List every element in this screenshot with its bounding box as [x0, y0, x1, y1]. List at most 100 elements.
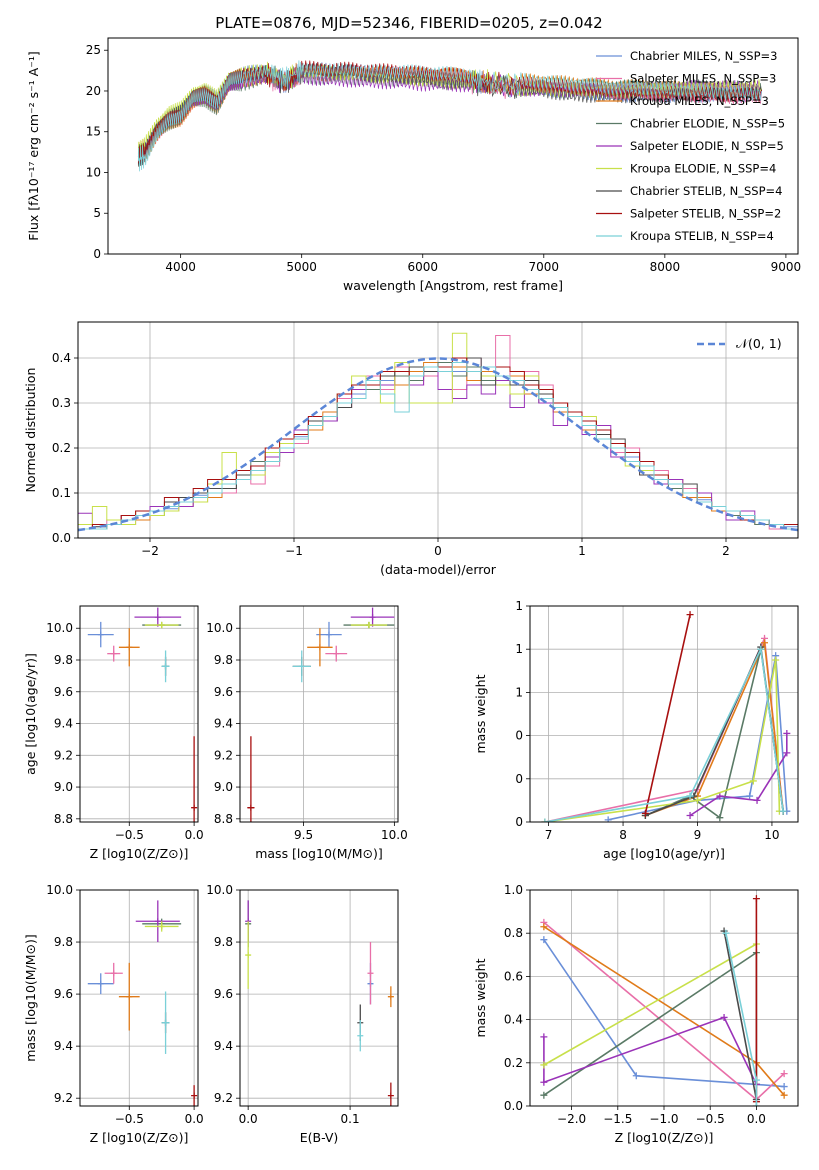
y-axis-label: mass weight — [473, 958, 488, 1037]
data-point — [162, 1019, 169, 1026]
y-tick-label: 0 — [515, 815, 523, 829]
weight-marker — [780, 1091, 788, 1099]
x-axis-label: Z [log10(Z/Z⊙)] — [90, 1130, 189, 1145]
y-axis-label: mass [log10(M/M⊙)] — [23, 934, 38, 1062]
weight-marker — [686, 611, 694, 619]
weight-marker — [540, 1091, 548, 1099]
weight-marker — [752, 1076, 760, 1084]
legend-label: Salpeter ELODIE, N_SSP=5 — [630, 139, 784, 153]
y-tick-label: 0.3 — [52, 396, 71, 410]
y-tick-label: 15 — [86, 125, 101, 139]
legend-label: Salpeter STELIB, N_SSP=2 — [630, 207, 781, 221]
legend-label: Chabrier ELODIE, N_SSP=5 — [630, 117, 785, 131]
axes-frame — [79, 889, 199, 1107]
data-point — [191, 804, 198, 811]
data-point — [110, 970, 117, 977]
weight-marker — [716, 792, 724, 800]
y-tick-label: 0.0 — [52, 531, 71, 545]
data-point — [357, 1032, 364, 1039]
x-tick-label: 10.0 — [381, 828, 408, 842]
x-tick-label: −0.5 — [696, 1112, 725, 1126]
data-point — [126, 993, 133, 1000]
weight-marker — [540, 936, 548, 944]
y-tick-label: 9.6 — [214, 987, 233, 1001]
x-tick-label: 7 — [545, 828, 553, 842]
y-tick-label: 9.2 — [54, 748, 73, 762]
weight-line — [723, 930, 758, 1100]
y-tick-label: 9.8 — [214, 653, 233, 667]
weight-marker — [752, 895, 760, 903]
weight-marker — [779, 807, 787, 815]
x-tick-label: 4000 — [165, 260, 196, 274]
data-point — [298, 663, 305, 670]
data-point — [333, 650, 340, 657]
weight-marker — [540, 1061, 548, 1069]
histogram-step — [78, 362, 798, 538]
y-tick-label: 9.4 — [214, 1039, 233, 1053]
y-tick-label: 0.4 — [52, 351, 71, 365]
y-tick-label: 8.8 — [214, 812, 233, 826]
x-tick-label: 9000 — [771, 260, 802, 274]
weight-marker — [780, 1083, 788, 1091]
data-point — [365, 622, 372, 629]
x-tick-label: 1 — [578, 544, 586, 558]
x-axis-label: wavelength [Angstrom, rest frame] — [343, 278, 563, 293]
y-tick-label: 10.0 — [46, 883, 73, 897]
y-tick-label: 9.0 — [54, 780, 73, 794]
data-point — [110, 650, 117, 657]
y-tick-label: 0 — [93, 247, 101, 261]
weight-marker — [761, 639, 768, 647]
weight-marker — [632, 1072, 640, 1080]
chart-title: PLATE=0876, MJD=52346, FIBERID=0205, z=0… — [215, 14, 602, 32]
legend-label: Chabrier MILES, N_SSP=3 — [630, 49, 777, 63]
y-tick-label: 9.6 — [54, 685, 73, 699]
x-tick-label: −2 — [141, 544, 159, 558]
weight-marker — [694, 796, 701, 804]
data-point — [162, 663, 169, 670]
weight-marker — [722, 929, 730, 937]
weight-marker — [541, 818, 549, 822]
y-tick-label: 9.2 — [214, 1091, 233, 1105]
y-axis-label: mass weight — [473, 674, 488, 753]
y-tick-label: 25 — [86, 43, 101, 57]
weight-marker — [686, 792, 694, 800]
plot-area — [245, 900, 394, 1106]
y-tick-label: 0.8 — [504, 926, 523, 940]
plot-area — [540, 895, 788, 1106]
weight-marker — [783, 749, 791, 757]
x-tick-label: 0.0 — [185, 828, 204, 842]
axes-frame — [529, 605, 799, 823]
weight-marker — [540, 923, 548, 931]
y-axis-label: age [log10(age/yr)] — [23, 653, 38, 775]
x-tick-label: 6000 — [407, 260, 438, 274]
plot-area — [247, 607, 395, 822]
y-tick-label: 9.8 — [54, 935, 73, 949]
y-tick-label: 9.4 — [54, 717, 73, 731]
weight-marker — [716, 814, 724, 822]
y-tick-label: 0.2 — [52, 441, 71, 455]
plot-area — [137, 60, 763, 172]
weight-marker — [720, 1013, 728, 1021]
y-tick-label: 1 — [515, 642, 523, 656]
y-tick-label: 9.4 — [214, 717, 233, 731]
y-tick-label: 10.0 — [206, 883, 233, 897]
x-tick-label: 0 — [434, 544, 442, 558]
data-point — [245, 952, 252, 959]
x-axis-label: Z [log10(Z/Z⊙)] — [90, 846, 189, 861]
y-axis-label: Normed distribution — [23, 368, 38, 493]
y-tick-label: 9.6 — [214, 685, 233, 699]
x-tick-label: 9 — [694, 828, 702, 842]
x-tick-label: 9.5 — [294, 828, 313, 842]
weight-marker — [772, 656, 780, 664]
x-tick-label: 0.0 — [239, 1112, 258, 1126]
y-tick-label: 9.2 — [214, 748, 233, 762]
data-point — [367, 970, 374, 977]
data-point — [325, 631, 332, 638]
x-tick-label: 7000 — [529, 260, 560, 274]
weight-line — [543, 1016, 758, 1085]
legend-label: Salpeter MILES, N_SSP=3 — [630, 72, 776, 86]
x-tick-label: −0.5 — [115, 828, 144, 842]
spectrum-line — [137, 60, 763, 164]
data-point — [387, 993, 394, 1000]
y-tick-label: 0.1 — [52, 486, 71, 500]
